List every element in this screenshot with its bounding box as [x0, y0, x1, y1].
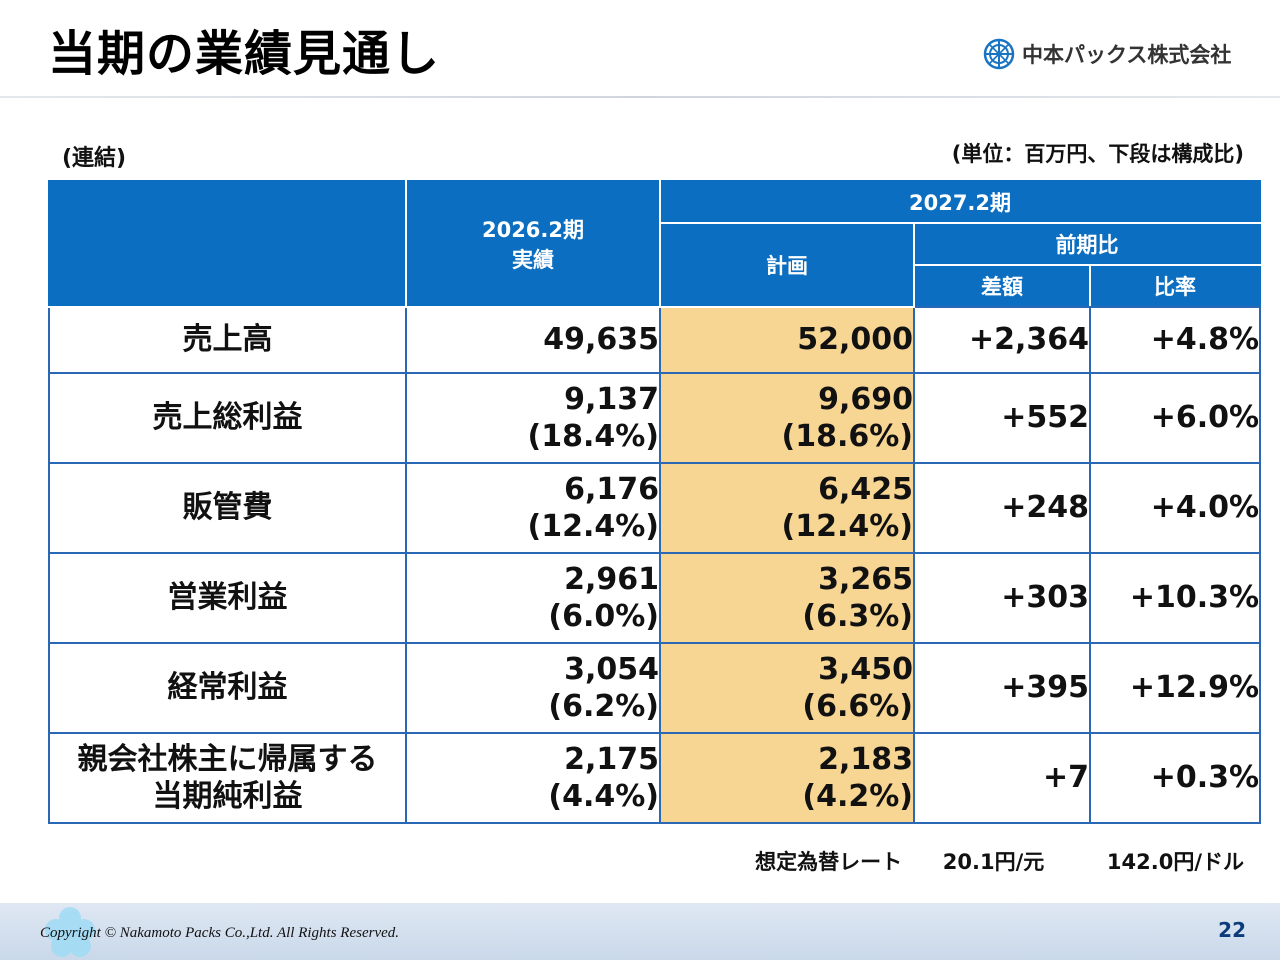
header-prev-period-year: 2026.2期	[481, 218, 585, 242]
diff-value: +2,364	[913, 306, 1091, 374]
header-diff: 差額	[913, 264, 1091, 308]
plan-value: 6,425 (12.4%)	[659, 462, 915, 554]
page-number: 22	[1218, 918, 1246, 942]
actual-value: 6,176 (12.4%)	[405, 462, 661, 554]
plan-value: 9,690 (18.6%)	[659, 372, 915, 464]
ratio-value: +4.0%	[1088, 462, 1262, 554]
ratio-value: +10.3%	[1088, 552, 1262, 644]
ratio-value: +12.9%	[1088, 642, 1262, 734]
ratio-value: +4.8%	[1088, 306, 1262, 374]
diff-value: +552	[913, 372, 1091, 464]
plan-value: 52,000	[659, 306, 915, 374]
header-prev-period-actual: 実績	[512, 248, 554, 272]
actual-value: 2,175 (4.4%)	[405, 732, 661, 824]
company-logo: 中本パックス株式会社	[982, 36, 1231, 72]
diff-value: +303	[913, 552, 1091, 644]
header-prev-period: 2026.2期 実績	[405, 180, 661, 308]
fx-cny-rate: 20.1円/元	[942, 850, 1045, 874]
header-next-period: 2027.2期	[658, 180, 1262, 224]
company-logo-icon	[983, 38, 1015, 70]
row-label: 販管費	[48, 462, 407, 554]
company-name: 中本パックス株式会社	[1022, 43, 1232, 67]
actual-value: 3,054 (6.2%)	[405, 642, 661, 734]
row-label: 売上高	[48, 306, 407, 374]
ratio-value: +0.3%	[1088, 732, 1262, 824]
table-row: 販管費 6,176 (12.4%) 6,425 (12.4%) +248 +4.0%	[48, 462, 1262, 554]
unit-note: (単位：百万円、下段は構成比)	[951, 142, 1244, 166]
diff-value: +248	[913, 462, 1091, 554]
actual-value: 49,635	[405, 306, 661, 374]
fx-label: 想定為替レート	[755, 850, 903, 874]
header-ratio: 比率	[1088, 264, 1262, 308]
row-label: 親会社株主に帰属する 当期純利益	[48, 732, 407, 824]
actual-value: 9,137 (18.4%)	[405, 372, 661, 464]
copyright: Copyright © Nakamoto Packs Co.,Ltd. All …	[40, 925, 400, 941]
flower-decoration-icon	[45, 907, 95, 957]
header-plan: 計画	[659, 222, 915, 308]
fx-assumption-note: 想定為替レート 20.1円/元 142.0円/ドル	[755, 846, 1244, 876]
row-label: 営業利益	[48, 552, 407, 644]
table-row: 営業利益 2,961 (6.0%) 3,265 (6.3%) +303 +10.3%	[48, 552, 1262, 644]
consolidated-label: (連結)	[62, 146, 127, 171]
table-row: 売上高 49,635 52,000 +2,364 +4.8%	[48, 306, 1262, 374]
actual-value: 2,961 (6.0%)	[405, 552, 661, 644]
plan-value: 3,265 (6.3%)	[659, 552, 915, 644]
footer-bar	[0, 903, 1280, 960]
header-blank	[48, 180, 407, 308]
forecast-table: 2026.2期 実績 2027.2期 計画 前期比 差額 比率 売上高 49,6…	[48, 180, 1262, 824]
plan-value: 2,183 (4.2%)	[659, 732, 915, 824]
row-label: 売上総利益	[48, 372, 407, 464]
table-row: 親会社株主に帰属する 当期純利益 2,175 (4.4%) 2,183 (4.2%) …	[48, 732, 1262, 824]
fx-usd-rate: 142.0円/ドル	[1106, 850, 1244, 874]
diff-value: +7	[913, 732, 1091, 824]
table-row: 経常利益 3,054 (6.2%) 3,450 (6.6%) +395 +12.9%	[48, 642, 1262, 734]
plan-value: 3,450 (6.6%)	[659, 642, 915, 734]
title-divider	[0, 96, 1280, 98]
diff-value: +395	[913, 642, 1091, 734]
ratio-value: +6.0%	[1088, 372, 1262, 464]
row-label: 経常利益	[48, 642, 407, 734]
table-row: 売上総利益 9,137 (18.4%) 9,690 (18.6%) +552 +6.…	[48, 372, 1262, 464]
page-title: 当期の業績見通し	[48, 26, 441, 82]
header-yoy: 前期比	[912, 222, 1262, 266]
